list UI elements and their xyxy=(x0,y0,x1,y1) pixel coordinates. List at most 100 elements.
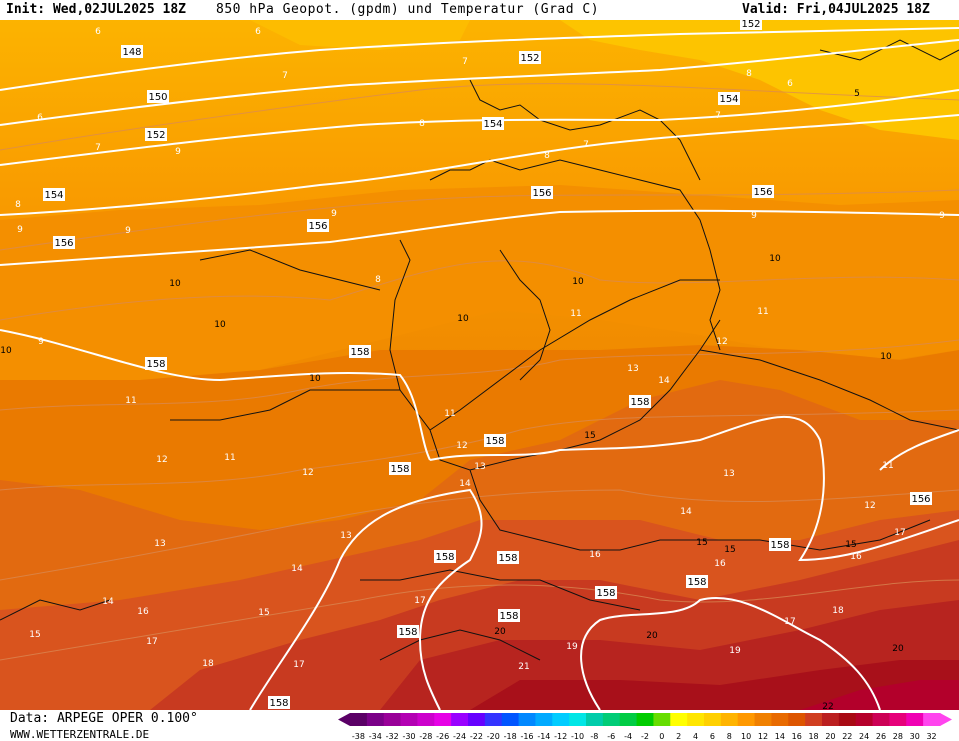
legend-tick-label: 24 xyxy=(859,732,869,741)
isotherm-label: 22 xyxy=(822,702,833,710)
isohypse-label: 158 xyxy=(484,434,506,447)
svg-text:158: 158 xyxy=(350,347,369,358)
svg-text:156: 156 xyxy=(54,238,73,249)
isotherm-label: 13 xyxy=(627,364,638,374)
isotherm-label: 11 xyxy=(444,409,455,419)
isohypse-label: 156 xyxy=(307,219,329,232)
legend-tick-label: 22 xyxy=(842,732,852,741)
isotherm-label: 11 xyxy=(125,396,136,406)
legend-tick-label: 12 xyxy=(758,732,768,741)
legend-swatch xyxy=(754,713,772,726)
legend-tick-label: 26 xyxy=(876,732,886,741)
isohypse-label: 156 xyxy=(752,185,774,198)
svg-text:152: 152 xyxy=(741,20,760,30)
svg-text:158: 158 xyxy=(146,359,165,370)
legend-tick-label: -4 xyxy=(624,732,632,741)
isotherm-label: 21 xyxy=(518,662,529,672)
isotherm-label: 13 xyxy=(340,531,351,541)
isotherm-label: 6 xyxy=(255,27,261,37)
isohypse-label: 154 xyxy=(482,117,504,130)
isotherm-label: 10 xyxy=(572,277,584,287)
legend-swatch xyxy=(535,713,553,726)
isotherm-label: 7 xyxy=(95,143,101,153)
legend-tick-label: 8 xyxy=(727,732,732,741)
isotherm-label: 11 xyxy=(224,453,235,463)
legend-swatch xyxy=(838,713,857,726)
legend-tick-label: -28 xyxy=(419,732,432,741)
isotherm-label: 9 xyxy=(751,211,757,221)
isotherm-label: 7 xyxy=(715,111,721,121)
legend-swatch xyxy=(451,713,469,726)
isotherm-label: 9 xyxy=(331,209,337,219)
isotherm-label: 19 xyxy=(566,642,578,652)
svg-text:158: 158 xyxy=(390,464,409,475)
svg-text:158: 158 xyxy=(269,698,288,709)
isohypse-label: 158 xyxy=(595,586,617,599)
isotherm-label: 12 xyxy=(156,455,167,465)
chart-title: 850 hPa Geopot. (gpdm) und Temperatur (G… xyxy=(216,2,600,17)
legend-swatch xyxy=(602,713,621,726)
isohypse-label: 158 xyxy=(389,462,411,475)
legend-tick-label: -34 xyxy=(369,732,382,741)
isotherm-label: 15 xyxy=(584,431,595,441)
isohypse-label: 158 xyxy=(629,395,651,408)
isohypse-label: 158 xyxy=(434,550,456,563)
isotherm-label: 6 xyxy=(95,27,101,37)
legend-swatch xyxy=(771,713,789,726)
isohypse-label: 156 xyxy=(531,186,553,199)
svg-text:156: 156 xyxy=(911,494,930,505)
isotherm-label: 17 xyxy=(784,617,795,627)
svg-text:156: 156 xyxy=(753,187,772,198)
isotherm-label: 9 xyxy=(175,147,181,157)
legend-tick-label: -6 xyxy=(607,732,615,741)
isohypse-label: 158 xyxy=(497,551,519,564)
legend-tick-label: 28 xyxy=(893,732,903,741)
svg-text:158: 158 xyxy=(398,627,417,638)
isotherm-label: 14 xyxy=(658,376,670,386)
isotherm-label: 15 xyxy=(696,538,707,548)
legend-tick-label: 30 xyxy=(910,732,920,741)
isotherm-label: 17 xyxy=(293,660,304,670)
legend-swatch xyxy=(720,713,739,726)
isotherm-label: 15 xyxy=(724,545,735,555)
isohypse-label: 158 xyxy=(145,357,167,370)
isotherm-label: 12 xyxy=(456,441,467,451)
isotherm-label: 7 xyxy=(462,57,468,67)
isotherm-label: 10 xyxy=(214,320,226,330)
isotherm-label: 17 xyxy=(414,596,425,606)
legend-tick-label: -14 xyxy=(537,732,550,741)
svg-text:152: 152 xyxy=(520,53,539,64)
isotherm-label: 13 xyxy=(723,469,734,479)
legend-swatch xyxy=(350,713,368,726)
legend-arrow-right xyxy=(940,713,952,726)
legend-tick-label: -24 xyxy=(453,732,466,741)
isotherm-label: 15 xyxy=(29,630,40,640)
legend-tick-label: -30 xyxy=(402,732,415,741)
isotherm-label: 20 xyxy=(646,631,658,641)
svg-text:158: 158 xyxy=(435,552,454,563)
svg-text:152: 152 xyxy=(146,130,165,141)
isotherm-label: 20 xyxy=(892,644,904,654)
svg-text:154: 154 xyxy=(719,94,738,105)
isotherm-label: 12 xyxy=(716,337,727,347)
header-bar: Init: Wed,02JUL2025 18Z 850 hPa Geopot. … xyxy=(0,0,959,20)
isotherm-label: 8 xyxy=(419,119,425,129)
isotherm-label: 10 xyxy=(309,374,321,384)
isotherm-label: 16 xyxy=(589,550,601,560)
svg-text:158: 158 xyxy=(485,436,504,447)
valid-time-label: Valid: Fri,04JUL2025 18Z xyxy=(742,2,930,17)
isohypse-label: 148 xyxy=(121,45,143,58)
isotherm-label: 14 xyxy=(459,479,471,489)
legend-tick-label: -12 xyxy=(554,732,567,741)
legend-swatch xyxy=(653,713,671,726)
isohypse-label: 152 xyxy=(519,51,541,64)
legend-tick-label: 0 xyxy=(659,732,664,741)
isotherm-label: 15 xyxy=(845,540,856,550)
legend-swatch xyxy=(383,713,402,726)
svg-text:158: 158 xyxy=(770,540,789,551)
legend-swatch xyxy=(704,713,722,726)
legend-tick-label: -16 xyxy=(520,732,533,741)
legend-tick-label: -32 xyxy=(386,732,399,741)
isotherm-label: 9 xyxy=(17,225,23,235)
legend-swatch xyxy=(518,713,536,726)
